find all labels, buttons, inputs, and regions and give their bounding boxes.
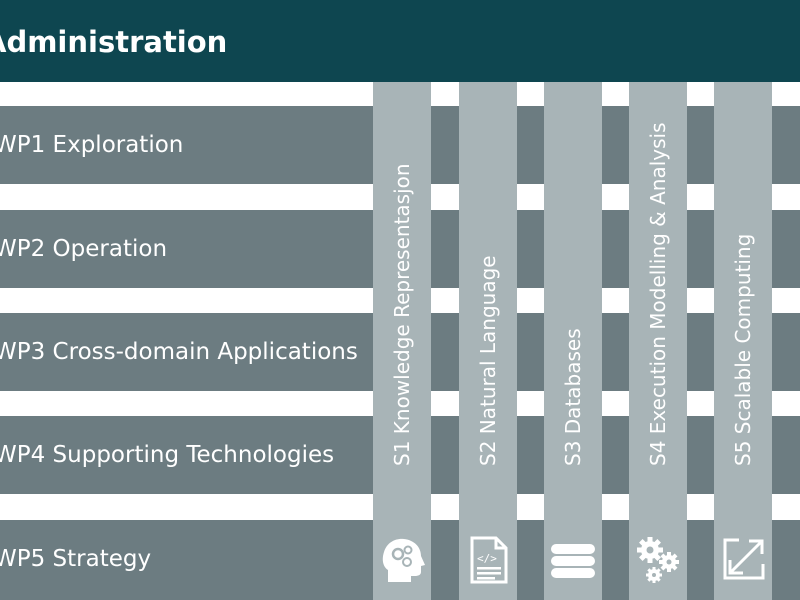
subject-label: S1 Knowledge Representasjon (390, 163, 414, 466)
grid-gap-cell (771, 82, 799, 106)
grid-gap-cell (686, 288, 714, 313)
grid-gap-cell (431, 184, 459, 210)
subject-label: S5 Scalable Computing (731, 233, 755, 466)
wp-label: WP2 Operation (0, 236, 168, 262)
head-gears-icon (378, 534, 426, 586)
grid-gap-cell (516, 494, 544, 520)
database-stack-icon (549, 534, 597, 586)
subject-label: S3 Databases (561, 328, 585, 466)
gears-icon (634, 534, 682, 586)
grid-gap-cell (601, 288, 629, 313)
grid-gap-cell (601, 494, 629, 520)
grid-gap-cell (601, 391, 629, 416)
header-title: Administration (0, 25, 228, 59)
grid-gap-cell (771, 288, 799, 313)
grid-gap-cell (686, 82, 714, 106)
grid-gap-cell (516, 391, 544, 416)
grid-gap-cell (516, 184, 544, 210)
grid-gap-cell (431, 391, 459, 416)
grid-gap-cell (601, 82, 629, 106)
subject-label: S4 Execution Modelling & Analysis (646, 122, 670, 466)
wp-label: WP4 Supporting Technologies (0, 442, 335, 468)
subject-column-s5: S5 Scalable Computing (714, 82, 772, 600)
expand-arrows-icon (719, 534, 767, 586)
grid-gap-cell (771, 184, 799, 210)
wp-label: WP1 Exploration (0, 132, 184, 158)
grid-gap-cell (431, 494, 459, 520)
grid-gap-cell (686, 391, 714, 416)
svg-text:</>: </> (477, 552, 497, 565)
code-document-icon: </> (464, 534, 512, 586)
grid-gap-cell (431, 82, 459, 106)
subject-column-s2: S2 Natural Language </> (459, 82, 517, 600)
grid-gap-cell (601, 184, 629, 210)
header-bar: Administration (0, 0, 800, 82)
wp-label: WP5 Strategy (0, 546, 152, 572)
subject-column-s4: S4 Execution Modelling & Analysis (629, 82, 687, 600)
wp-label: WP3 Cross-domain Applications (0, 339, 358, 365)
grid-gap-cell (686, 494, 714, 520)
grid-gap-cell (516, 288, 544, 313)
grid-gap-cell (686, 184, 714, 210)
subject-column-s1: S1 Knowledge Representasjon (373, 82, 431, 600)
subject-label: S2 Natural Language (476, 255, 500, 466)
grid-gap-cell (771, 494, 799, 520)
subject-column-s3: S3 Databases (544, 82, 602, 600)
grid-gap-cell (431, 288, 459, 313)
grid-gap-cell (516, 82, 544, 106)
grid-gap-cell (771, 391, 799, 416)
